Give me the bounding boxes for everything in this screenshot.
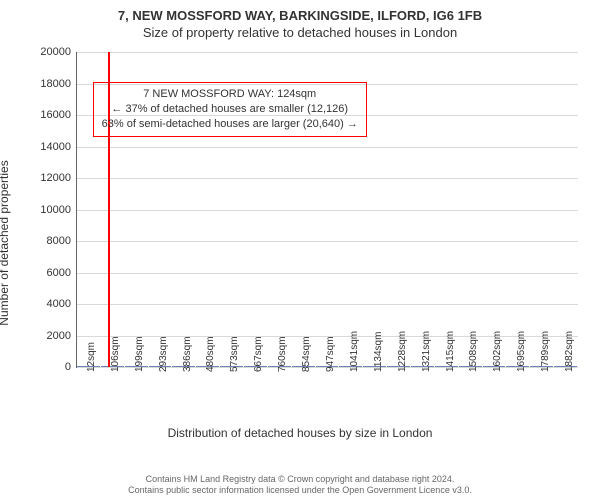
x-ticks-group: 12sqm106sqm199sqm293sqm386sqm480sqm573sq…: [76, 368, 578, 426]
info-box-line3: 63% of semi-detached houses are larger (…: [102, 117, 358, 132]
x-tick-label: 1228sqm: [397, 331, 408, 372]
gridline: [77, 241, 578, 242]
y-tick-label: 0: [65, 361, 71, 373]
y-tick-label: 4000: [47, 298, 71, 310]
y-tick-label: 16000: [40, 109, 71, 121]
y-tick-label: 12000: [40, 172, 71, 184]
gridline: [77, 178, 578, 179]
x-tick-label: 293sqm: [158, 336, 169, 372]
gridline: [77, 52, 578, 53]
info-box: 7 NEW MOSSFORD WAY: 124sqm ← 37% of deta…: [93, 82, 367, 137]
info-box-line1: 7 NEW MOSSFORD WAY: 124sqm: [102, 87, 358, 102]
x-tick-label: 106sqm: [110, 336, 121, 372]
chart-title: 7, NEW MOSSFORD WAY, BARKINGSIDE, ILFORD…: [12, 8, 588, 23]
x-tick-label: 760sqm: [277, 336, 288, 372]
y-tick-label: 8000: [47, 235, 71, 247]
footer-line1: Contains HM Land Registry data © Crown c…: [0, 474, 600, 485]
footer-line2: Contains public sector information licen…: [0, 485, 600, 496]
footer: Contains HM Land Registry data © Crown c…: [0, 474, 600, 497]
gridline: [77, 273, 578, 274]
chart-subtitle: Size of property relative to detached ho…: [12, 25, 588, 40]
x-tick-label: 199sqm: [134, 336, 145, 372]
y-axis-label: Number of detached properties: [0, 160, 11, 325]
gridline: [77, 210, 578, 211]
x-tick-label: 480sqm: [205, 336, 216, 372]
y-tick-label: 6000: [47, 267, 71, 279]
x-tick-label: 947sqm: [325, 336, 336, 372]
x-tick-label: 1789sqm: [540, 331, 551, 372]
y-tick-label: 2000: [47, 330, 71, 342]
chart-container: { "titles": { "main": "7, NEW MOSSFORD W…: [0, 0, 600, 500]
x-tick-label: 1602sqm: [492, 331, 503, 372]
x-tick-label: 667sqm: [253, 336, 264, 372]
plot-wrap: Number of detached properties 0200040006…: [12, 46, 588, 426]
y-tick-label: 18000: [40, 78, 71, 90]
y-tick-label: 14000: [40, 141, 71, 153]
x-axis-label: Distribution of detached houses by size …: [12, 426, 588, 440]
y-tick-label: 20000: [40, 46, 71, 58]
x-tick-label: 1882sqm: [564, 331, 575, 372]
x-tick-label: 386sqm: [182, 336, 193, 372]
x-tick-label: 854sqm: [301, 336, 312, 372]
x-tick-label: 1695sqm: [516, 331, 527, 372]
x-tick-label: 1415sqm: [445, 331, 456, 372]
y-tick-label: 10000: [40, 204, 71, 216]
info-box-line2: ← 37% of detached houses are smaller (12…: [102, 102, 358, 117]
x-tick-label: 12sqm: [86, 342, 97, 372]
gridline: [77, 147, 578, 148]
x-tick-label: 573sqm: [229, 336, 240, 372]
x-tick-label: 1041sqm: [349, 331, 360, 372]
gridline: [77, 304, 578, 305]
x-tick-label: 1321sqm: [421, 331, 432, 372]
x-tick-label: 1508sqm: [468, 331, 479, 372]
x-tick-label: 1134sqm: [373, 332, 384, 372]
